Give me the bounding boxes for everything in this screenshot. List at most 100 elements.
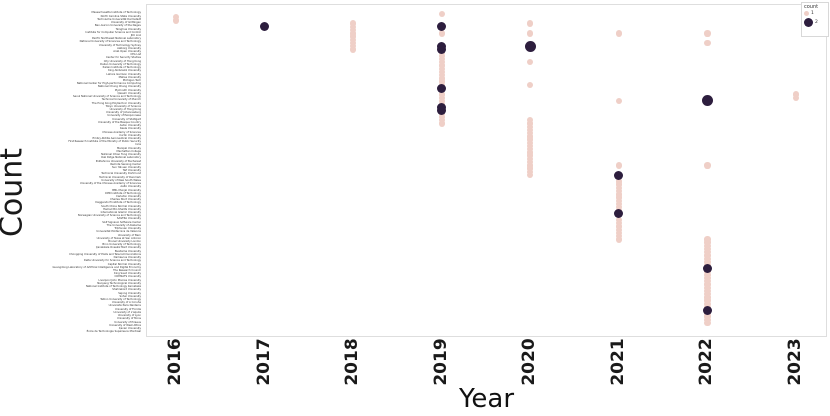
y-tick-label: Plymouth University bbox=[114, 88, 141, 92]
data-point bbox=[527, 30, 534, 37]
data-point bbox=[704, 239, 711, 246]
data-point bbox=[527, 171, 534, 179]
legend-label-count-2: 2 bbox=[815, 20, 818, 25]
y-tick-label: Center for Security Studies bbox=[105, 56, 141, 60]
data-point bbox=[437, 22, 447, 32]
y-tick-label: Tokyo University of Science bbox=[105, 104, 141, 108]
y-tick-label: City University of Hong Kong bbox=[103, 59, 141, 63]
legend[interactable]: count 1 2 bbox=[801, 2, 829, 37]
data-point bbox=[704, 236, 711, 243]
y-tick-label: University of Texas at San Antonio bbox=[96, 236, 141, 240]
y-tick-label: JKU Linz bbox=[130, 33, 141, 37]
data-point bbox=[704, 271, 711, 278]
y-tick-label: Seoul National University of Science and… bbox=[73, 95, 141, 99]
y-tick-label: Curtin University bbox=[119, 133, 141, 137]
x-tick-label: 2020 bbox=[519, 338, 540, 386]
data-point bbox=[704, 258, 711, 266]
data-point bbox=[615, 184, 623, 192]
y-tick-label: Charles Sturt University bbox=[110, 198, 141, 202]
y-tick-label: Aalto University bbox=[120, 185, 141, 189]
data-point bbox=[527, 81, 534, 89]
y-tick-label: King Abdulaziz University bbox=[108, 69, 141, 73]
y-tick-label: Hamad Bin Khalifa University bbox=[103, 207, 141, 211]
y-tick-label: Aston University bbox=[119, 124, 141, 128]
y-tick-label: Sohar University bbox=[119, 294, 141, 298]
x-tick-label: 2023 bbox=[784, 338, 805, 386]
y-tick-label: Inria bbox=[135, 143, 141, 147]
y-tick-label: Lahore Garrison University bbox=[106, 72, 141, 76]
data-point bbox=[527, 146, 534, 153]
y-tick-label: Damascus University bbox=[113, 256, 141, 260]
data-point bbox=[438, 91, 445, 98]
data-point bbox=[615, 236, 623, 243]
data-point bbox=[172, 14, 180, 21]
data-point bbox=[615, 229, 623, 237]
y-tick-label: Italian Institute of Technology bbox=[102, 66, 141, 70]
data-point bbox=[524, 40, 536, 52]
plot-area bbox=[146, 4, 827, 337]
data-point bbox=[527, 136, 534, 143]
data-point bbox=[704, 300, 711, 307]
data-point bbox=[527, 123, 534, 130]
legend-item-count-1[interactable]: 1 bbox=[804, 10, 826, 17]
y-tick-label: University of Bern bbox=[117, 233, 141, 237]
y-tick-label: Michigan Tech bbox=[122, 79, 141, 83]
y-tick-label: Oak Ridge National Laboratory bbox=[101, 156, 141, 160]
y-tick-label: Manipal University bbox=[116, 146, 141, 150]
y-tick-label: First Research Institute of the Ministry… bbox=[68, 140, 141, 144]
data-point bbox=[615, 204, 623, 211]
data-point bbox=[438, 97, 445, 105]
data-point bbox=[614, 209, 624, 219]
y-tick-label: Liverpool John Moores University bbox=[98, 278, 141, 282]
data-point bbox=[615, 197, 623, 204]
data-point bbox=[704, 245, 711, 253]
y-tick-label: Carleton University bbox=[116, 194, 141, 198]
data-point bbox=[349, 23, 357, 31]
y-tick-label: Technical University Dortmund bbox=[101, 172, 141, 176]
y-tick-label: University of Mons bbox=[116, 317, 141, 321]
data-point bbox=[349, 39, 357, 47]
data-point bbox=[704, 281, 711, 288]
data-point bbox=[438, 75, 445, 82]
legend-dot-count-2 bbox=[804, 18, 813, 27]
data-point bbox=[615, 216, 623, 224]
data-point bbox=[527, 162, 534, 169]
y-tick-label: Embry-Riddle Aeronautical University bbox=[92, 136, 141, 140]
x-tick-label: 2017 bbox=[253, 338, 274, 386]
data-point bbox=[438, 117, 445, 124]
y-axis-labels: Massachusetts Institute of Technology Nor… bbox=[0, 0, 143, 340]
data-point bbox=[527, 155, 534, 163]
y-tick-label: University of Göttingen bbox=[110, 21, 141, 25]
data-point bbox=[438, 78, 445, 85]
data-point bbox=[438, 10, 445, 18]
data-point bbox=[615, 191, 623, 198]
y-tick-label: Capital Normal University bbox=[107, 262, 141, 266]
data-point bbox=[438, 59, 445, 66]
data-point bbox=[349, 33, 357, 40]
x-tick-label: 2019 bbox=[430, 338, 451, 386]
y-tick-label: Norwegian University of Science and Tech… bbox=[77, 214, 141, 218]
data-point bbox=[615, 97, 623, 105]
y-tick-label: Delta University for Science and Technol… bbox=[83, 259, 141, 263]
y-tick-label: Tallinn University of Technology bbox=[100, 297, 141, 301]
y-tick-label: Brno University of Technology bbox=[102, 243, 141, 247]
y-tick-label: Université Paris Nanterre bbox=[108, 304, 141, 308]
y-tick-label: Ben-Gurion University of the Negev bbox=[94, 24, 141, 28]
data-point bbox=[527, 142, 534, 150]
x-axis-labels: 2016 2017 2018 2019 2020 2021 2022 2023 bbox=[0, 337, 830, 387]
data-point bbox=[438, 120, 445, 127]
y-tick-label: Dalian University of Technology bbox=[100, 62, 141, 66]
data-point bbox=[438, 55, 445, 63]
y-tick-label: Remote Sensing Center bbox=[110, 162, 141, 166]
legend-item-count-2[interactable]: 2 bbox=[804, 17, 826, 28]
data-point bbox=[615, 223, 623, 230]
data-point bbox=[615, 162, 623, 169]
y-tick-label: COMSATS University bbox=[114, 275, 142, 279]
y-tick-label: Taif University bbox=[122, 169, 141, 173]
y-tick-label: National Chung Cheng University bbox=[97, 85, 141, 89]
data-point bbox=[704, 30, 711, 37]
data-point bbox=[615, 30, 623, 37]
data-point bbox=[615, 181, 623, 188]
y-tick-label: National Center for High-performance Com… bbox=[76, 82, 141, 86]
